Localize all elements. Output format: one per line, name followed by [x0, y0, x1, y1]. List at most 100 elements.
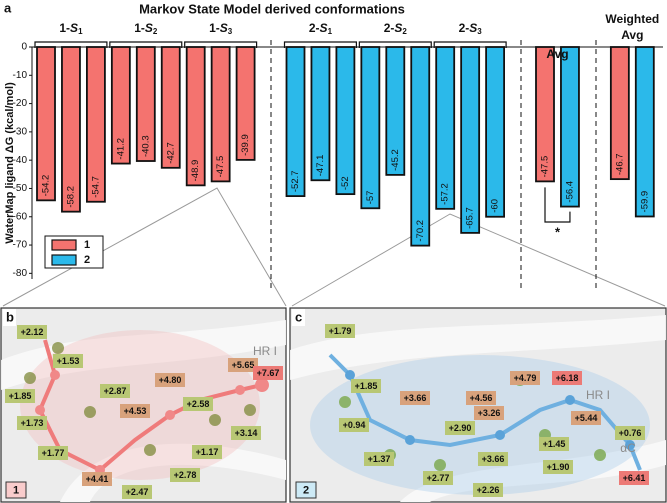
- bar: [435, 46, 456, 210]
- y-tick-label: 0: [21, 42, 27, 53]
- region-label: HR I: [253, 344, 277, 358]
- group-bracket: [184, 41, 258, 48]
- hydration-site-box: [5, 389, 35, 403]
- bar: [310, 46, 331, 182]
- y-tick-label: -30: [13, 127, 28, 138]
- hydration-site-label: +1.17: [196, 447, 219, 457]
- bar: [135, 46, 156, 162]
- hydration-site-label: +2.87: [104, 386, 127, 396]
- hydration-site-label: +2.12: [21, 327, 44, 337]
- bar: [86, 46, 106, 203]
- hydration-site-label: +1.37: [368, 454, 391, 464]
- group-label-part: S: [145, 21, 153, 35]
- value-label: -54.2: [41, 175, 52, 197]
- value-label: -47.1: [315, 155, 326, 177]
- y-tick-label: -20: [13, 98, 28, 109]
- group-label-part: 3: [228, 27, 233, 36]
- bar: [335, 46, 356, 196]
- y-tick-label: -50: [13, 183, 28, 194]
- ligand-tag-box: [5, 481, 27, 499]
- hydration-site-label: +3.66: [482, 454, 505, 464]
- hydration-site-box: [478, 452, 508, 466]
- bar: [61, 46, 81, 213]
- group-label-part: S: [469, 21, 477, 35]
- panel-letter-bg: [292, 309, 305, 326]
- group-label-part: S: [320, 21, 328, 35]
- bar: [634, 46, 655, 218]
- hydration-site-label: +1.79: [329, 326, 352, 336]
- bar: [210, 46, 231, 183]
- ligand-tag: 1: [13, 484, 19, 496]
- group-label-part: 1-: [134, 21, 145, 35]
- group-label: 1-S1: [59, 21, 83, 36]
- hydration-site-box: [539, 437, 569, 451]
- value-label: -45.2: [390, 149, 401, 171]
- ligand-tag-box: [295, 481, 317, 499]
- bar: [560, 46, 580, 208]
- group-label: Weighted: [605, 12, 659, 26]
- hydration-site-label: +1.53: [57, 356, 80, 366]
- hydration-site-label: +2.26: [477, 485, 500, 495]
- hydration-site-label: +3.26: [478, 408, 501, 418]
- hydration-site-box: [510, 371, 540, 385]
- significance-label: *: [555, 224, 561, 239]
- value-label: -56.4: [564, 181, 575, 203]
- value-label: -60: [490, 199, 501, 213]
- hydration-site-label: +2.47: [126, 487, 149, 497]
- hydration-site-box: [17, 416, 47, 430]
- hydration-site-label: +6.18: [556, 373, 579, 383]
- bar: [360, 46, 381, 210]
- value-label: -40.3: [140, 135, 151, 157]
- hydration-site-box: [183, 397, 213, 411]
- hydration-site-box: [400, 391, 430, 405]
- group-bracket: [433, 41, 507, 48]
- hydration-site-box: [339, 418, 369, 432]
- bar: [410, 46, 431, 247]
- bar: [385, 46, 406, 176]
- group-bracket: [358, 41, 432, 48]
- value-label: -47.5: [540, 156, 551, 178]
- y-axis-label: WaterMap ligand ΔG (kcal/mol): [4, 82, 16, 244]
- hydration-site-label: +4.79: [514, 373, 537, 383]
- hydration-site-box: [473, 483, 503, 497]
- value-label: -57: [365, 191, 376, 205]
- hydration-site-box: [351, 379, 381, 393]
- hydration-site-label: +0.76: [619, 428, 642, 438]
- hydration-site-label: +2.58: [187, 399, 210, 409]
- value-label: -41.2: [115, 138, 126, 160]
- value-label: -54.7: [90, 176, 101, 198]
- value-label: -42.7: [165, 142, 176, 164]
- value-label: -57.2: [440, 183, 451, 205]
- region-label: αC: [620, 441, 636, 455]
- group-label-part: 2: [402, 27, 407, 36]
- group-label-part: S: [394, 21, 402, 35]
- y-tick-label: -60: [13, 211, 28, 222]
- hydration-site-label: +1.85: [9, 391, 32, 401]
- panel-letter-bg: [3, 309, 16, 326]
- hydration-site-label: +2.77: [427, 473, 450, 483]
- hydration-site-label: +1.77: [42, 448, 65, 458]
- group-label: 1-S3: [209, 21, 233, 36]
- hydration-site-box: [552, 371, 582, 385]
- y-tick-label: -10: [13, 70, 28, 81]
- group-bracket: [283, 41, 357, 48]
- region-label: HR I: [586, 388, 610, 402]
- value-label: -59.9: [639, 191, 650, 213]
- hydration-site-box: [615, 426, 645, 440]
- hydration-site-box: [364, 452, 394, 466]
- panel-letter: a: [4, 0, 12, 15]
- group-label: Avg: [621, 28, 643, 42]
- hydration-site-label: +1.90: [547, 462, 570, 472]
- hydration-site-box: [423, 471, 453, 485]
- hydration-site-label: +5.44: [575, 413, 598, 423]
- group-label-part: 1: [78, 27, 83, 36]
- significance-bracket: [544, 187, 571, 223]
- value-label: -39.9: [240, 134, 251, 156]
- group-label: 2-S2: [384, 21, 408, 36]
- group-label: Avg: [546, 47, 568, 61]
- hydration-site-label: +2.90: [449, 423, 472, 433]
- value-label: -46.7: [614, 153, 625, 175]
- hydration-site-box: [571, 411, 601, 425]
- hydration-site-label: +4.41: [86, 474, 109, 484]
